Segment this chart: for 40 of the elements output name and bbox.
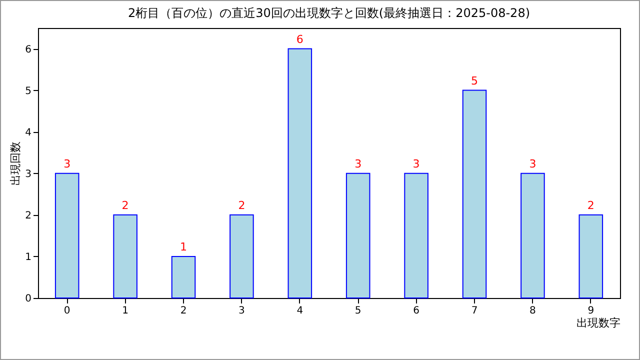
y-tick-label: 6 — [25, 44, 32, 56]
data-label: 3 — [354, 157, 362, 170]
bar — [346, 172, 370, 298]
bar — [54, 172, 80, 298]
data-label: 5 — [471, 74, 478, 88]
y-tick-label: 4 — [25, 127, 32, 138]
bar — [288, 48, 312, 298]
y-axis-title: 出現回数 — [9, 142, 22, 186]
bar — [462, 90, 487, 298]
data-label: 6 — [296, 32, 304, 46]
data-label: 1 — [180, 240, 187, 254]
x-tick-label: 3 — [238, 306, 245, 316]
y-tick-label: 1 — [25, 252, 32, 263]
bar — [404, 172, 428, 298]
y-tick-label: 0 — [25, 294, 32, 304]
bar — [230, 214, 254, 298]
x-tick-label: 2 — [180, 306, 187, 316]
y-tick-label: 5 — [25, 86, 32, 97]
x-tick-label: 0 — [64, 306, 70, 316]
x-tick-label: 1 — [122, 306, 128, 316]
y-tick-label: 2 — [25, 210, 32, 222]
data-label: 2 — [122, 198, 129, 212]
data-label: 2 — [587, 198, 594, 212]
bar — [113, 214, 138, 298]
data-label: 3 — [412, 157, 420, 170]
bar — [520, 172, 545, 298]
data-label: 3 — [529, 157, 536, 170]
x-tick-label: 4 — [296, 306, 304, 316]
x-tick-label: 5 — [354, 306, 362, 316]
chart-title: 2桁目（百の位）の直近30回の出現数字と回数(最終抽選日：2025-08-28) — [128, 6, 530, 20]
x-tick-label: 7 — [471, 306, 478, 316]
y-tick-label: 3 — [25, 168, 32, 180]
data-label: 2 — [238, 198, 246, 212]
data-label: 3 — [64, 157, 71, 170]
bar — [578, 214, 604, 298]
x-tick-label: 8 — [530, 306, 536, 316]
x-axis-title: 出現数字 — [576, 316, 620, 330]
bar — [171, 256, 196, 298]
x-tick-label: 9 — [588, 306, 594, 316]
x-tick-label: 6 — [413, 306, 420, 316]
